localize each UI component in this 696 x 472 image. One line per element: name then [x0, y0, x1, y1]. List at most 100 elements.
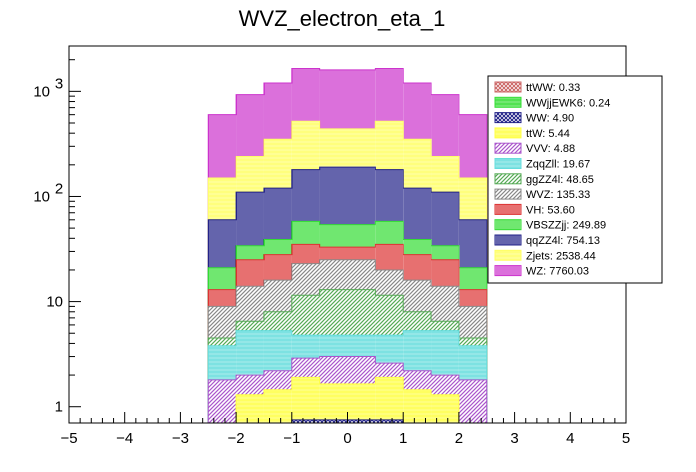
x-tick-label: −3	[172, 430, 189, 447]
bar-segment	[263, 311, 292, 331]
bar-segment	[291, 377, 320, 420]
bar-segment	[319, 289, 348, 336]
y-tick-label: 10	[33, 188, 50, 205]
x-tick-label: −5	[60, 430, 77, 447]
legend-entry-label: VVV: 4.88	[526, 143, 575, 155]
bar-segment	[236, 192, 264, 246]
bar-segment	[403, 311, 432, 331]
bar-segment	[431, 192, 459, 246]
bar-segment	[431, 375, 459, 395]
bar-segment	[208, 379, 237, 423]
bar-segment	[263, 188, 292, 240]
bar-segment	[319, 259, 348, 290]
bar-segment	[403, 370, 432, 390]
bar-segment	[347, 247, 376, 260]
legend-entry-label: WWjjEWK6: 0.24	[526, 97, 610, 109]
bar-segment	[375, 68, 404, 122]
bar-segment	[208, 338, 237, 346]
bar-segment	[403, 330, 432, 371]
series-5	[207, 259, 488, 423]
bar-segment	[347, 224, 376, 248]
legend-entry-label: qqZZ4l: 754.13	[526, 235, 600, 247]
series-outline	[207, 166, 488, 423]
bar-segment	[375, 377, 404, 420]
legend-swatch	[494, 188, 522, 200]
legend-swatch	[494, 81, 522, 93]
bar-segment	[236, 259, 264, 287]
bar-segment	[458, 338, 487, 346]
legend-swatch	[494, 249, 522, 261]
legend-swatch	[494, 173, 522, 185]
bar-segment	[236, 394, 264, 423]
bar-segment	[319, 335, 348, 357]
x-tick-label: −2	[228, 430, 245, 447]
bar-segment	[263, 239, 292, 255]
legend-entry-label: WZ: 7760.03	[526, 266, 589, 278]
series-outline	[207, 289, 488, 423]
series-outline	[207, 259, 488, 423]
bar-segment	[458, 306, 487, 339]
series-9	[208, 376, 487, 424]
legend-swatch	[494, 142, 522, 154]
bar-segment	[319, 383, 348, 420]
histogram-stack	[207, 67, 488, 424]
legend-entry-label: ttW: 5.44	[526, 128, 570, 140]
y-tick-label: 1	[55, 399, 63, 416]
bar-segment	[208, 267, 237, 290]
bar-segment	[263, 370, 292, 390]
bar-segment	[403, 139, 432, 189]
legend-swatch	[494, 265, 522, 277]
bar-segment	[263, 254, 292, 281]
bar-segment	[431, 156, 459, 193]
legend: ttWW: 0.33 WWjjEWK6: 0.24 WW: 4.90 ttW: 5.4…	[487, 75, 663, 284]
legend-entry-label: WW: 4.90	[526, 113, 574, 125]
bar-segment	[375, 295, 404, 336]
bar-segment	[263, 280, 292, 312]
bar-segment	[375, 121, 404, 170]
bar-segment	[291, 244, 320, 264]
series-outline	[208, 376, 487, 424]
legend-swatch	[494, 219, 522, 231]
x-tick-label: 0	[343, 430, 351, 447]
x-tick-label: 5	[622, 430, 630, 447]
bar-segment	[347, 128, 376, 168]
bar-segment	[291, 295, 320, 336]
bar-segment	[236, 94, 264, 157]
series-7	[207, 330, 488, 423]
series-outline	[207, 356, 488, 423]
series-outline	[207, 330, 488, 423]
series-8	[207, 356, 488, 423]
bar-segment	[403, 280, 432, 312]
bar-segment	[291, 121, 320, 170]
bar-segment	[291, 68, 320, 122]
series-0	[207, 67, 488, 423]
bar-segment	[347, 167, 376, 225]
bar-segment	[458, 345, 487, 380]
bar-segment	[403, 83, 432, 140]
bar-segment	[208, 114, 237, 178]
bar-segment	[375, 363, 404, 378]
bar-segment	[319, 419, 348, 423]
bar-segment	[236, 245, 264, 260]
bar-segment	[375, 335, 404, 364]
series-outline	[207, 220, 488, 423]
bar-segment	[319, 167, 348, 225]
bar-segment	[458, 379, 487, 423]
bar-segment	[263, 389, 292, 423]
bar-segment	[319, 224, 348, 248]
bar-segment	[375, 169, 404, 222]
series-3	[207, 220, 488, 423]
legend-entry-label: Zjets: 2538.44	[526, 250, 596, 262]
legend-entry-label: VH: 53.60	[526, 204, 575, 216]
bar-segment	[458, 177, 487, 220]
bar-segment	[291, 419, 320, 423]
bar-segment	[319, 69, 348, 129]
series-outline	[207, 67, 488, 423]
legend-swatch	[494, 203, 522, 215]
bar-segment	[291, 263, 320, 296]
bar-segment	[236, 156, 264, 193]
legend-swatch	[494, 96, 522, 108]
bar-segment	[208, 219, 237, 268]
legend-entry-label: VBSZZjj: 249.89	[526, 220, 606, 232]
